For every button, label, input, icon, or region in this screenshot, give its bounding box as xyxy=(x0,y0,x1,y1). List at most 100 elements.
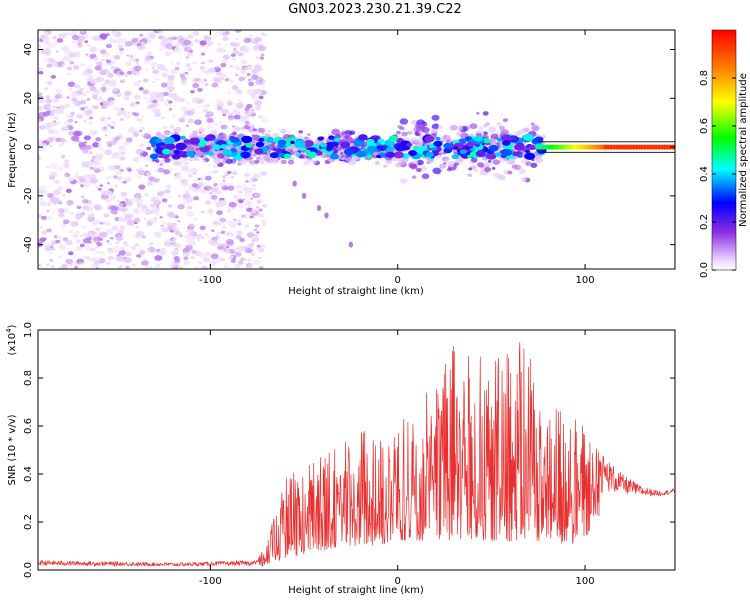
spectral-speckle xyxy=(118,250,127,256)
spectral-blob xyxy=(485,152,497,160)
spectral-speckle xyxy=(179,73,185,78)
spectral-speckle xyxy=(174,47,180,52)
spectral-speckle xyxy=(149,203,156,208)
spectral-speckle xyxy=(108,87,112,90)
spectral-blob xyxy=(241,135,253,144)
spectral-speckle xyxy=(78,261,84,266)
spectral-speckle xyxy=(179,234,183,237)
spectral-blob xyxy=(325,146,333,152)
spectral-speckle xyxy=(98,237,102,241)
spectral-speckle xyxy=(68,230,74,234)
spectral-blob xyxy=(388,135,398,142)
spectral-speckle xyxy=(125,214,130,217)
spectral-speckle xyxy=(74,265,78,269)
spectral-blob xyxy=(245,142,253,148)
spectral-speckle xyxy=(53,179,60,185)
spectral-speckle xyxy=(181,99,185,103)
spectral-speckle xyxy=(170,214,176,218)
y-tick-label: 20 xyxy=(23,92,34,105)
spectral-speckle xyxy=(425,157,435,164)
spectral-speckle xyxy=(88,77,95,83)
spectral-speckle xyxy=(207,208,214,214)
spectral-speckle xyxy=(127,127,136,133)
spectral-speckle xyxy=(119,224,126,230)
spectral-speckle xyxy=(192,217,198,221)
spectral-speckle xyxy=(178,51,182,54)
spectral-blob xyxy=(334,138,341,142)
spectral-speckle xyxy=(227,220,234,225)
spectral-speckle xyxy=(83,120,87,123)
spectral-speckle xyxy=(432,167,442,175)
spectral-speckle xyxy=(241,65,246,69)
spectral-speckle xyxy=(246,113,252,117)
spectral-speckle xyxy=(177,194,182,198)
spectral-speckle xyxy=(253,128,257,132)
spectral-blob xyxy=(180,135,186,140)
spectral-speckle xyxy=(111,79,118,84)
spectral-speckle xyxy=(183,161,189,166)
spectral-speckle xyxy=(242,47,251,53)
y-tick-label: 40 xyxy=(23,43,34,56)
spectral-speckle xyxy=(119,51,124,55)
spectral-speckle xyxy=(473,168,478,173)
spectral-speckle xyxy=(84,105,89,109)
y-tick-label: 0.4 xyxy=(23,466,34,482)
spectral-speckle xyxy=(258,265,264,269)
spectral-speckle xyxy=(234,251,242,257)
spectral-speckle xyxy=(82,205,90,211)
spectral-speckle xyxy=(152,196,161,204)
spectral-speckle xyxy=(70,221,79,227)
spectral-speckle xyxy=(154,264,159,269)
spectral-speckle xyxy=(92,142,100,148)
spectral-speckle xyxy=(197,177,201,181)
spectral-speckle xyxy=(210,186,220,193)
spectral-speckle xyxy=(120,246,125,251)
spectral-speckle xyxy=(41,230,47,235)
spectral-speckle xyxy=(65,258,74,265)
spectral-speckle xyxy=(38,225,44,229)
spectral-blob xyxy=(386,146,395,152)
spectral-speckle xyxy=(261,222,267,227)
spectral-speckle xyxy=(232,57,236,61)
spectral-speckle xyxy=(62,237,69,242)
spectral-speckle xyxy=(99,49,107,54)
spectral-speckle xyxy=(146,249,151,252)
spectral-speckle xyxy=(203,35,212,41)
spectral-speckle xyxy=(46,137,55,143)
spectral-speckle xyxy=(215,78,222,84)
spectral-speckle xyxy=(95,186,99,189)
spectral-speckle xyxy=(135,231,144,237)
spectral-speckle xyxy=(163,240,173,247)
spectral-speckle xyxy=(178,160,184,164)
spectral-speckle xyxy=(222,224,226,227)
spectral-speckle xyxy=(239,238,245,243)
spectral-speckle xyxy=(153,178,160,183)
spectral-speckle xyxy=(157,30,166,34)
spectral-speckle xyxy=(111,210,118,215)
spectral-speckle xyxy=(77,140,81,143)
spectral-speckle xyxy=(183,39,191,46)
spectral-blob xyxy=(316,205,322,212)
spectral-speckle xyxy=(199,40,207,46)
spectral-speckle xyxy=(106,123,112,128)
spectral-speckle xyxy=(186,201,191,205)
spectral-speckle xyxy=(110,30,119,36)
spectral-blob xyxy=(433,140,443,147)
spectral-blob xyxy=(510,136,517,141)
spectral-blob xyxy=(207,151,214,156)
spectral-speckle xyxy=(96,61,103,66)
spectral-speckle xyxy=(142,89,150,95)
spectral-speckle xyxy=(191,182,198,188)
spectral-speckle xyxy=(75,231,80,234)
spectral-speckle xyxy=(75,213,83,220)
spectral-speckle xyxy=(117,176,123,180)
spectral-speckle xyxy=(76,204,80,208)
spectral-speckle xyxy=(502,118,509,123)
spectral-speckle xyxy=(95,89,100,93)
spectral-speckle xyxy=(243,213,251,219)
spectral-speckle xyxy=(183,46,192,53)
spectral-speckle xyxy=(41,35,51,42)
spectral-speckle xyxy=(80,195,85,199)
spectral-speckle xyxy=(56,38,64,43)
spectral-speckle xyxy=(140,133,145,137)
